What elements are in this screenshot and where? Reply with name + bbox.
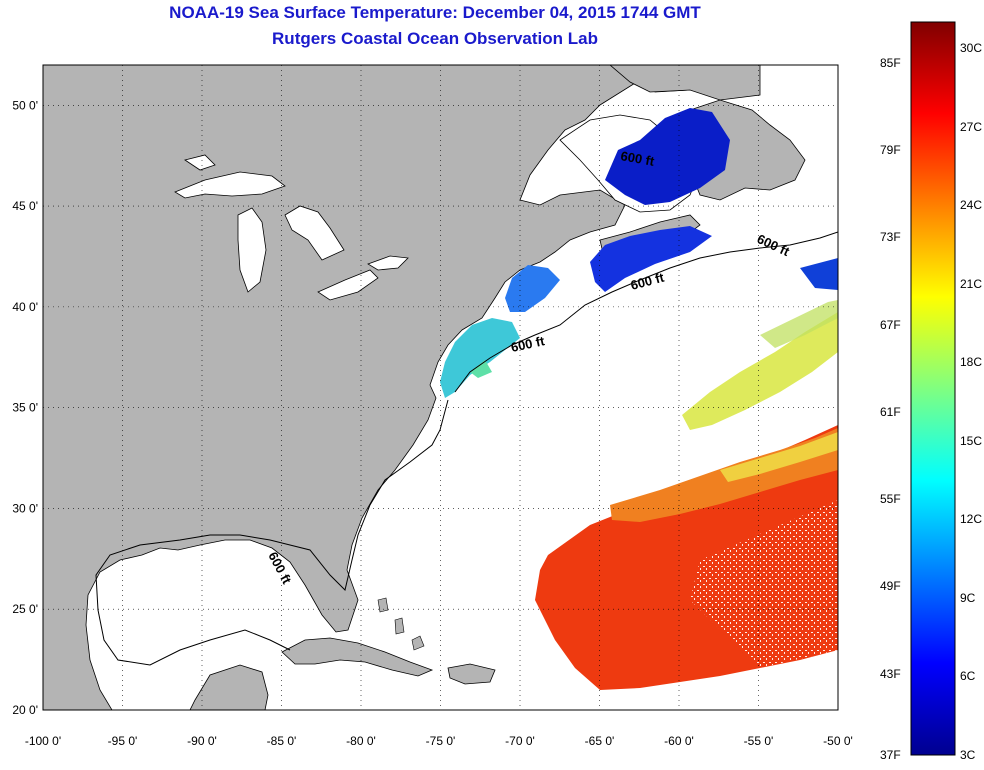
colorbar-celsius-label: 21C <box>960 276 983 291</box>
colorbar-fahrenheit-label: 73F <box>880 230 901 245</box>
latitude-tick-label: 35 0' <box>12 401 38 415</box>
sst-offshore-yellow <box>682 312 838 430</box>
labrador-land <box>609 65 761 101</box>
longitude-tick-label: -70 0' <box>505 734 535 748</box>
sst-mid-atlantic-bight <box>440 318 520 398</box>
map-frame <box>42 64 839 711</box>
sst-swath-cloud-gaps <box>690 500 838 668</box>
colorbar-fahrenheit-label: 43F <box>880 666 901 681</box>
colorbar-celsius-label: 3C <box>960 748 976 762</box>
isobath-label: 600 ft <box>510 333 547 355</box>
cuba-land <box>281 637 434 677</box>
colorbar-fahrenheit-label: 79F <box>880 142 901 157</box>
sst-gulf-st-lawrence <box>605 108 730 205</box>
colorbar-fahrenheit-label: 67F <box>880 317 901 332</box>
longitude-tick-label: -55 0' <box>744 734 774 748</box>
colorbar-celsius-label: 9C <box>960 590 976 605</box>
longitude-tick-label: -80 0' <box>346 734 376 748</box>
great-lakes <box>174 154 409 301</box>
latitude-tick-label: 45 0' <box>12 199 38 213</box>
latitude-tick-label: 30 0' <box>12 501 38 515</box>
chart-title: NOAA-19 Sea Surface Temperature: Decembe… <box>169 3 701 22</box>
longitude-tick-labels: -100 0' -95 0' -90 0' -85 0' -80 0' -75 0' -70… <box>25 734 853 748</box>
chart-subtitle: Rutgers Coastal Ocean Observation Lab <box>272 29 598 48</box>
latitude-tick-label: 25 0' <box>12 602 38 616</box>
colorbar-fahrenheit-label: 37F <box>880 748 901 762</box>
isobath-600ft <box>95 231 838 666</box>
longitude-tick-label: -100 0' <box>25 734 61 748</box>
colorbar-celsius-label: 6C <box>960 669 976 684</box>
colorbar <box>910 21 956 756</box>
longitude-tick-label: -60 0' <box>664 734 694 748</box>
colorbar-fahrenheit-label: 55F <box>880 492 901 507</box>
latitude-tick-label: 20 0' <box>12 703 38 717</box>
colorbar-celsius-label: 12C <box>960 512 983 527</box>
longitude-tick-label: -95 0' <box>108 734 138 748</box>
latitude-tick-label: 50 0' <box>12 98 38 112</box>
colorbar-celsius-label: 18C <box>960 355 983 370</box>
sst-shelf-slope <box>470 360 492 378</box>
isobath-label: 600 ft <box>619 148 656 169</box>
latitude-tick-labels: 20 0' 25 0' 30 0' 35 0' 40 0' 45 0' 50 0' <box>12 98 38 717</box>
yucatan-land <box>189 664 269 710</box>
sst-data <box>440 108 838 690</box>
sst-offshore-yellow-upper <box>760 300 838 348</box>
longitude-tick-label: -90 0' <box>187 734 217 748</box>
sst-newfoundland-east <box>800 258 838 290</box>
longitude-tick-label: -50 0' <box>823 734 853 748</box>
latitude-tick-label: 40 0' <box>12 300 38 314</box>
longitude-tick-label: -85 0' <box>267 734 297 748</box>
colorbar-fahrenheit-label: 85F <box>880 55 901 70</box>
colorbar-celsius-label: 15C <box>960 433 983 448</box>
colorbar-fahrenheit-label: 49F <box>880 579 901 594</box>
longitude-tick-label: -75 0' <box>426 734 456 748</box>
colorbar-celsius-label: 27C <box>960 119 983 134</box>
colorbar-fahrenheit-label: 61F <box>880 404 901 419</box>
colorbar-celsius-label: 24C <box>960 198 983 213</box>
sst-swath-yellow <box>720 432 838 482</box>
longitude-tick-label: -65 0' <box>585 734 615 748</box>
colorbar-celsius-label: 30C <box>960 41 983 56</box>
sst-gulf-of-maine <box>505 265 560 312</box>
sst-scotian-shelf <box>590 226 712 292</box>
north-america-land <box>43 65 753 710</box>
bahamas-islands <box>377 597 425 651</box>
hispaniola-land <box>447 663 496 685</box>
